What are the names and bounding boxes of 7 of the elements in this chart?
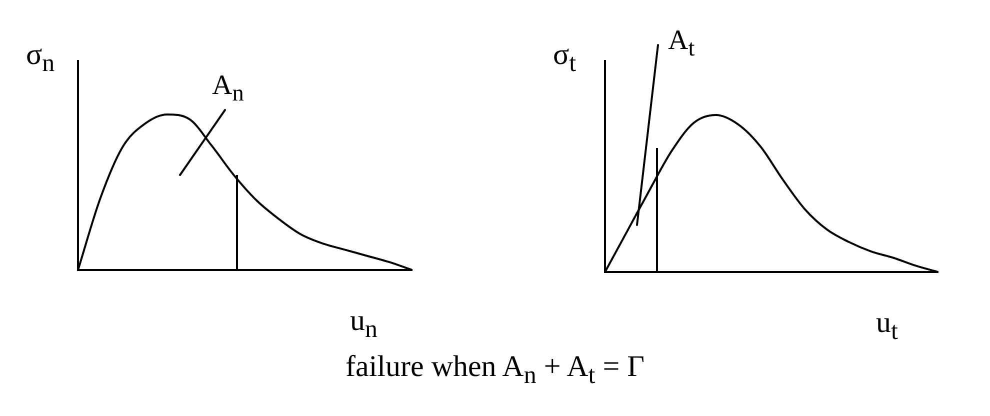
y-axis-title: σ$_{t}$	[553, 38, 576, 78]
text: A$_{n}$	[212, 70, 244, 108]
x-axis-title: u$_{t}$	[876, 306, 898, 346]
x-axis-title: u$_{n}$	[350, 304, 378, 344]
text: A$_{t}$	[668, 25, 695, 63]
y-axis-title: σ$_{n}$	[26, 38, 55, 78]
text: failure when A$_{n}$ + A$_{t}$ = Γ	[344, 350, 646, 390]
